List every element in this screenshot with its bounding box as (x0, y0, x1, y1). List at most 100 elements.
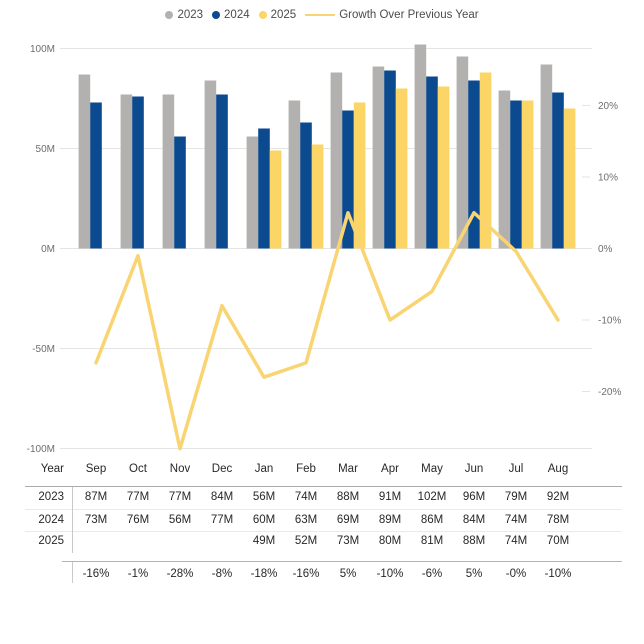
bar-2025-aug[interactable] (563, 108, 576, 249)
table-header-may[interactable]: May (421, 463, 443, 475)
bar-2025-may[interactable] (437, 86, 450, 249)
cell-2024-apr[interactable]: 89M (378, 513, 402, 526)
bar-2024-oct[interactable] (132, 96, 144, 249)
table-header-sep[interactable]: Sep (85, 463, 107, 475)
table-row-divider-1 (25, 509, 622, 510)
cell-2024-jul[interactable]: 74M (504, 513, 528, 526)
growth-cell-jan[interactable]: -18% (250, 567, 278, 580)
bar-2025-apr[interactable] (395, 88, 408, 249)
bar-2023-dec[interactable] (204, 80, 217, 249)
bar-2025-jun[interactable] (479, 72, 492, 249)
cell-2024-jan[interactable]: 60M (252, 513, 276, 526)
bar-2023-feb[interactable] (288, 100, 301, 249)
growth-cell-mar[interactable]: 5% (339, 567, 357, 580)
cell-2023-feb[interactable]: 74M (294, 491, 318, 503)
cell-2023-dec[interactable]: 84M (210, 491, 234, 503)
legend-item-2025[interactable]: 2025 (258, 9, 296, 21)
growth-cell-oct[interactable]: -1% (127, 567, 149, 580)
growth-line[interactable] (94, 211, 560, 451)
bar-2024-nov[interactable] (174, 136, 186, 249)
cell-2024-jun[interactable]: 84M (462, 513, 486, 526)
cell-2025-feb[interactable]: 52M (294, 534, 318, 547)
table-header-feb[interactable]: Feb (296, 463, 316, 475)
growth-cell-jul[interactable]: -0% (505, 567, 527, 580)
cell-2025-aug[interactable]: 70M (546, 534, 570, 547)
table-header-aug[interactable]: Aug (547, 463, 569, 475)
bar-2024-jan[interactable] (258, 128, 270, 249)
cell-2023-mar[interactable]: 88M (336, 491, 360, 503)
table-header-nov[interactable]: Nov (169, 463, 191, 475)
right-axis-label-10%: 10% (598, 173, 618, 184)
growth-cell-aug[interactable]: -10% (544, 567, 572, 580)
cell-2023-aug[interactable]: 92M (546, 491, 570, 503)
bar-2025-jan[interactable] (269, 150, 282, 249)
row-header-2025[interactable]: 2025 (38, 534, 64, 547)
bar-2024-dec[interactable] (216, 94, 228, 249)
cell-2024-sep[interactable]: 73M (84, 513, 108, 526)
bar-2023-may[interactable] (414, 44, 427, 249)
cell-2023-sep[interactable]: 87M (84, 491, 108, 503)
cell-2023-jun[interactable]: 96M (462, 491, 486, 503)
bar-2023-nov[interactable] (162, 94, 175, 249)
bar-2023-jun[interactable] (456, 56, 469, 249)
cell-2024-mar[interactable]: 69M (336, 513, 360, 526)
table-header-jun[interactable]: Jun (464, 463, 484, 475)
growth-cell-dec[interactable]: -8% (211, 567, 233, 580)
table-header-apr[interactable]: Apr (381, 463, 399, 475)
bar-2025-mar[interactable] (353, 102, 366, 249)
cell-2024-oct[interactable]: 76M (126, 513, 150, 526)
cell-2024-aug[interactable]: 78M (546, 513, 570, 526)
cell-2024-may[interactable]: 86M (420, 513, 444, 526)
bar-2024-jun[interactable] (468, 80, 480, 249)
bar-2024-feb[interactable] (300, 122, 312, 249)
bar-2024-sep[interactable] (90, 102, 102, 249)
cell-2025-jan[interactable]: 49M (252, 534, 276, 547)
row-header-2024[interactable]: 2024 (38, 513, 64, 526)
legend-item-2024[interactable]: 2024 (212, 9, 250, 21)
bar-2023-jan[interactable] (246, 136, 259, 249)
bar-2024-may[interactable] (426, 76, 438, 249)
cell-2025-apr[interactable]: 80M (378, 534, 402, 547)
legend-dot-2025-icon (258, 11, 267, 19)
cell-2023-may[interactable]: 102M (417, 491, 447, 503)
cell-2024-feb[interactable]: 63M (294, 513, 318, 526)
table-header-jan[interactable]: Jan (254, 463, 274, 475)
cell-2025-jun[interactable]: 88M (462, 534, 486, 547)
cell-2023-oct[interactable]: 77M (126, 491, 150, 503)
cell-2023-jul[interactable]: 79M (504, 491, 528, 503)
bar-2025-jul[interactable] (521, 100, 534, 249)
growth-cell-feb[interactable]: -16% (292, 567, 320, 580)
bar-2025-feb[interactable] (311, 144, 324, 249)
cell-2024-nov[interactable]: 56M (168, 513, 192, 526)
legend-item-2023[interactable]: 2023 (165, 9, 203, 21)
cell-2025-mar[interactable]: 73M (336, 534, 360, 547)
growth-cell-jun[interactable]: 5% (465, 567, 483, 580)
cell-2025-may[interactable]: 81M (420, 534, 444, 547)
cell-2024-dec[interactable]: 77M (210, 513, 234, 526)
growth-cell-sep[interactable]: -16% (82, 567, 110, 580)
bar-2023-apr[interactable] (372, 66, 385, 249)
bar-2023-sep[interactable] (78, 74, 91, 249)
table-header-oct[interactable]: Oct (129, 463, 147, 475)
table-header-mar[interactable]: Mar (338, 463, 358, 475)
bar-2024-apr[interactable] (384, 70, 396, 249)
cell-2023-apr[interactable]: 91M (378, 491, 402, 503)
bar-2024-aug[interactable] (552, 92, 564, 249)
cell-2025-jul[interactable]: 74M (504, 534, 528, 547)
bar-2023-jul[interactable] (498, 90, 511, 249)
growth-cell-nov[interactable]: -28% (166, 567, 194, 580)
bar-2023-aug[interactable] (540, 64, 553, 249)
cell-2023-jan[interactable]: 56M (252, 491, 276, 503)
bar-2023-oct[interactable] (120, 94, 133, 249)
table-header-dec[interactable]: Dec (211, 463, 233, 475)
table-header-year[interactable]: Year (40, 463, 64, 475)
growth-cell-may[interactable]: -6% (421, 567, 443, 580)
bar-2024-mar[interactable] (342, 110, 354, 249)
table-header-jul[interactable]: Jul (508, 463, 524, 475)
cell-2023-nov[interactable]: 77M (168, 491, 192, 503)
growth-cell-apr[interactable]: -10% (376, 567, 404, 580)
bar-2024-jul[interactable] (510, 100, 522, 249)
bar-2023-mar[interactable] (330, 72, 343, 249)
legend-item-growth[interactable]: Growth Over Previous Year (305, 9, 479, 21)
row-header-2023[interactable]: 2023 (38, 491, 64, 503)
